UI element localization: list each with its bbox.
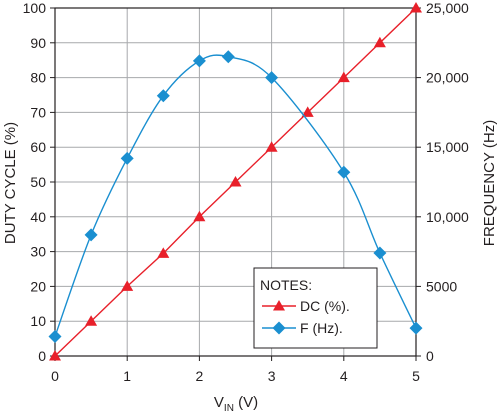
series-1 (49, 2, 422, 361)
data-point (120, 151, 134, 165)
data-point (85, 315, 98, 326)
data-point (410, 2, 422, 13)
data-point (156, 89, 170, 103)
series-2 (48, 50, 423, 344)
data-point (301, 106, 314, 117)
data-point (265, 141, 278, 152)
series-layer (48, 2, 423, 361)
y-tick-label: 20 (30, 278, 46, 294)
data-point (48, 330, 62, 344)
y-tick-label: 10 (30, 313, 46, 329)
data-point (409, 321, 423, 335)
grid (55, 8, 416, 356)
y-tick-label: 0 (38, 348, 46, 364)
y2-tick-label: 20,000 (426, 70, 469, 86)
x-tick-label: 4 (340, 368, 348, 384)
y-tick-label: 80 (30, 70, 46, 86)
data-point (229, 176, 242, 187)
y-ticks: 0 10 20 30 40 50 60 70 80 90 100 (23, 0, 55, 364)
legend-title: NOTES: (260, 277, 312, 293)
y-tick-label: 90 (30, 35, 46, 51)
data-point (265, 71, 279, 85)
y-axis-title: DUTY CYCLE (%) (2, 122, 19, 244)
data-point (337, 165, 351, 179)
y-tick-label: 50 (30, 174, 46, 190)
legend-items: DC (%). F (Hz). (262, 298, 350, 336)
data-point (49, 350, 61, 361)
x-tick-label: 3 (268, 368, 276, 384)
x-axis-title: VIN (V) (214, 394, 258, 411)
x-tick-label: 2 (196, 368, 204, 384)
y-tick-label: 100 (23, 0, 47, 16)
y2-tick-label: 10,000 (426, 209, 469, 225)
data-point (221, 50, 235, 64)
y2-axis-title: FREQUENCY (Hz) (481, 120, 498, 246)
legend-marker (273, 300, 285, 311)
data-point (337, 71, 350, 83)
legend-marker (272, 321, 286, 335)
data-point (373, 36, 386, 48)
legend-label: F (Hz). (300, 320, 343, 336)
x-axis-title-unit: (V) (234, 394, 258, 411)
x-tick-label: 5 (412, 368, 420, 384)
data-point (373, 246, 387, 260)
x-tick-label: 1 (123, 368, 131, 384)
y-tick-label: 70 (30, 104, 46, 120)
data-point (84, 228, 98, 242)
legend-label: DC (%). (300, 298, 350, 314)
x-ticks: 0 1 2 3 4 5 (51, 356, 420, 384)
x-axis-title-subscript: IN (224, 403, 234, 411)
y-tick-label: 60 (30, 139, 46, 155)
y-tick-label: 40 (30, 209, 46, 225)
x-tick-label: 0 (51, 368, 59, 384)
data-point (192, 54, 206, 68)
series-line (54, 54, 417, 337)
y2-tick-label: 25,000 (426, 0, 469, 16)
y2-tick-label: 0 (426, 348, 434, 364)
y2-tick-label: 15,000 (426, 139, 469, 155)
y2-tick-label: 5000 (426, 278, 457, 294)
data-point (121, 280, 134, 291)
legend: NOTES: DC (%). F (Hz). (253, 267, 378, 349)
y-tick-label: 30 (30, 244, 46, 260)
data-point (157, 247, 170, 258)
x-axis-title-main: V (214, 394, 224, 411)
y2-ticks: 0 5000 10,000 15,000 20,000 25,000 (416, 0, 469, 364)
data-point (193, 210, 206, 222)
